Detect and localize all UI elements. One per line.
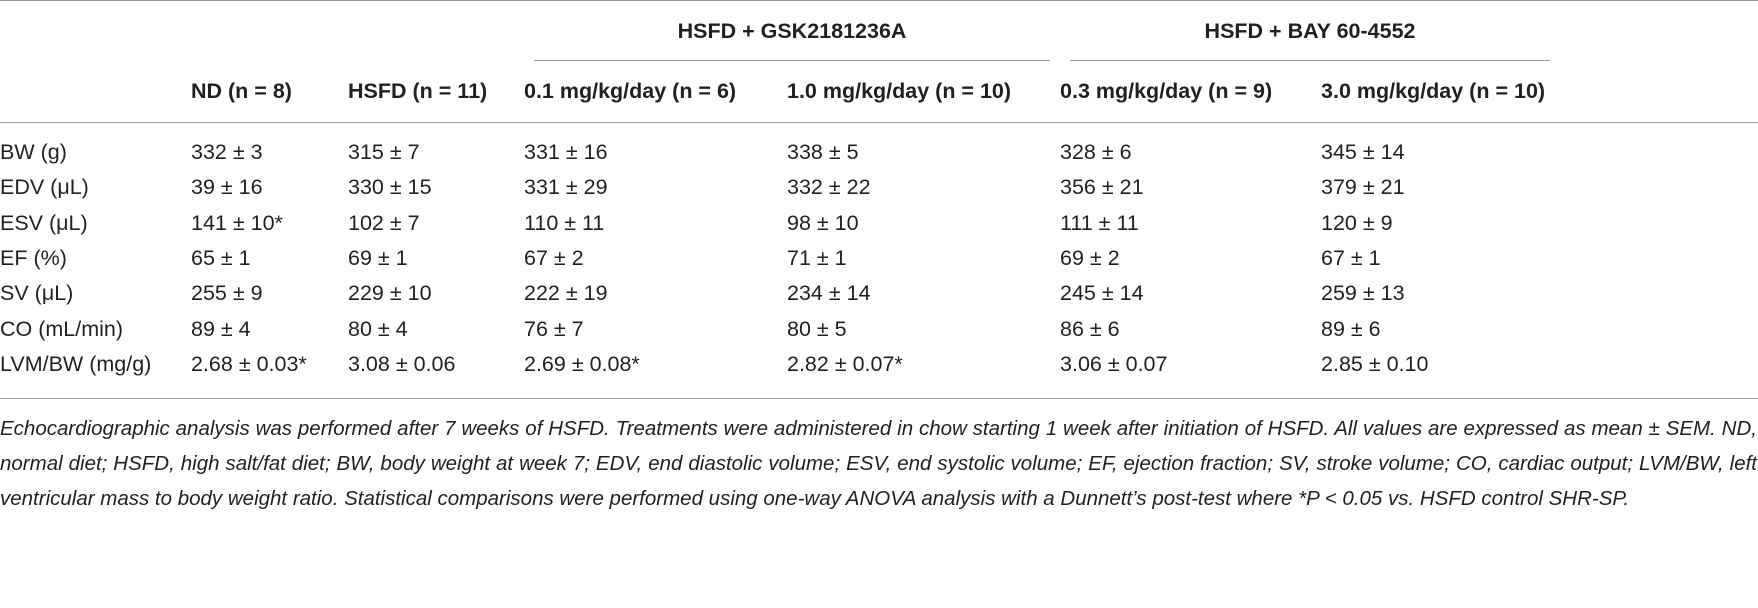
row-label: SV (μL)	[0, 281, 74, 306]
table-cell: 331 ± 29	[524, 175, 608, 200]
column-header: 0.1 mg/kg/day (n = 6)	[524, 61, 787, 123]
table-cell: 3.06 ± 0.07	[1060, 351, 1168, 376]
row-label: LVM/BW (mg/g)	[0, 351, 152, 376]
table-cell: 86 ± 6	[1060, 316, 1120, 341]
table-cell: 332 ± 3	[191, 140, 263, 165]
table-cell: 89 ± 4	[191, 316, 251, 341]
table-cell: 111 ± 11	[1060, 210, 1139, 235]
table-row: EF (%) 65 ± 1 69 ± 1 67 ± 2 71 ± 1 69 ± 2 67 ±…	[0, 241, 1758, 276]
table-cell: 315 ± 7	[348, 140, 420, 165]
group-header-row: HSFD + GSK2181236A HSFD + BAY 60-4552	[0, 1, 1758, 62]
table-cell: 69 ± 2	[1060, 246, 1120, 271]
table-cell: 80 ± 4	[348, 316, 408, 341]
table-cell: 332 ± 22	[787, 175, 871, 200]
column-header: 1.0 mg/kg/day (n = 10)	[787, 61, 1061, 123]
table-cell: 120 ± 9	[1321, 210, 1393, 235]
table-cell: 98 ± 10	[787, 210, 859, 235]
table-cell: 3.08 ± 0.06	[348, 351, 456, 376]
table-cell: 255 ± 9	[191, 281, 263, 306]
table-cell: 222 ± 19	[524, 281, 608, 306]
table-row: BW (g) 332 ± 3 315 ± 7 331 ± 16 338 ± 5 328 ±…	[0, 123, 1758, 171]
row-label: CO (mL/min)	[0, 316, 124, 341]
table-cell: 67 ± 1	[1321, 246, 1381, 271]
column-header: ND (n = 8)	[191, 61, 348, 123]
row-label: EF (%)	[0, 246, 67, 271]
column-header: HSFD (n = 11)	[348, 61, 524, 123]
row-label: EDV (μL)	[0, 175, 89, 200]
column-header-row: ND (n = 8) HSFD (n = 11) 0.1 mg/kg/day (n …	[0, 61, 1758, 123]
table-cell: 69 ± 1	[348, 246, 408, 271]
table-cell: 80 ± 5	[787, 316, 847, 341]
table-cell: 65 ± 1	[191, 246, 251, 271]
table-cell: 356 ± 21	[1060, 175, 1144, 200]
table-cell: 67 ± 2	[524, 246, 584, 271]
table-cell: 331 ± 16	[524, 140, 608, 165]
table-cell: 245 ± 14	[1060, 281, 1144, 306]
table-body: BW (g) 332 ± 3 315 ± 7 331 ± 16 338 ± 5 328 ±…	[0, 123, 1758, 399]
data-table: HSFD + GSK2181236A HSFD + BAY 60-4552 ND…	[0, 0, 1758, 400]
table-row: ESV (μL) 141 ± 10* 102 ± 7 110 ± 11 98 ± 10 1…	[0, 206, 1758, 241]
table-row: LVM/BW (mg/g) 2.68 ± 0.03* 3.08 ± 0.06 2.69…	[0, 347, 1758, 399]
table-row: CO (mL/min) 89 ± 4 80 ± 4 76 ± 7 80 ± 5 86 ± …	[0, 311, 1758, 346]
table-cell: 141 ± 10*	[191, 210, 283, 235]
row-label: ESV (μL)	[0, 210, 88, 235]
table-cell: 259 ± 13	[1321, 281, 1405, 306]
table-cell: 234 ± 14	[787, 281, 871, 306]
table-cell: 2.69 ± 0.08*	[524, 351, 640, 376]
table-row: SV (μL) 255 ± 9 229 ± 10 222 ± 19 234 ± 14 24…	[0, 276, 1758, 311]
table-cell: 330 ± 15	[348, 175, 432, 200]
group-header: HSFD + GSK2181236A	[534, 2, 1051, 61]
row-label: BW (g)	[0, 140, 67, 165]
table-cell: 229 ± 10	[348, 281, 432, 306]
table-cell: 71 ± 1	[787, 246, 847, 271]
table-cell: 328 ± 6	[1060, 140, 1132, 165]
table-cell: 379 ± 21	[1321, 175, 1405, 200]
table-cell: 76 ± 7	[524, 316, 584, 341]
column-header: 0.3 mg/kg/day (n = 9)	[1060, 61, 1322, 123]
table-cell: 102 ± 7	[348, 210, 420, 235]
table-cell: 89 ± 6	[1321, 316, 1381, 341]
group-header: HSFD + BAY 60-4552	[1070, 2, 1551, 61]
table-cell: 2.85 ± 0.10	[1321, 351, 1429, 376]
table-cell: 110 ± 11	[524, 210, 605, 235]
table-cell: 39 ± 16	[191, 175, 263, 200]
column-header: 3.0 mg/kg/day (n = 10)	[1321, 61, 1758, 123]
table-cell: 338 ± 5	[787, 140, 859, 165]
table-cell: 2.82 ± 0.07*	[787, 351, 903, 376]
table-row: EDV (μL) 39 ± 16 330 ± 15 331 ± 29 332 ± 22 3…	[0, 170, 1758, 205]
table-cell: 345 ± 14	[1321, 140, 1405, 165]
footnote: Echocardiographic analysis was performed…	[0, 417, 1757, 511]
table-cell: 2.68 ± 0.03*	[191, 351, 307, 376]
